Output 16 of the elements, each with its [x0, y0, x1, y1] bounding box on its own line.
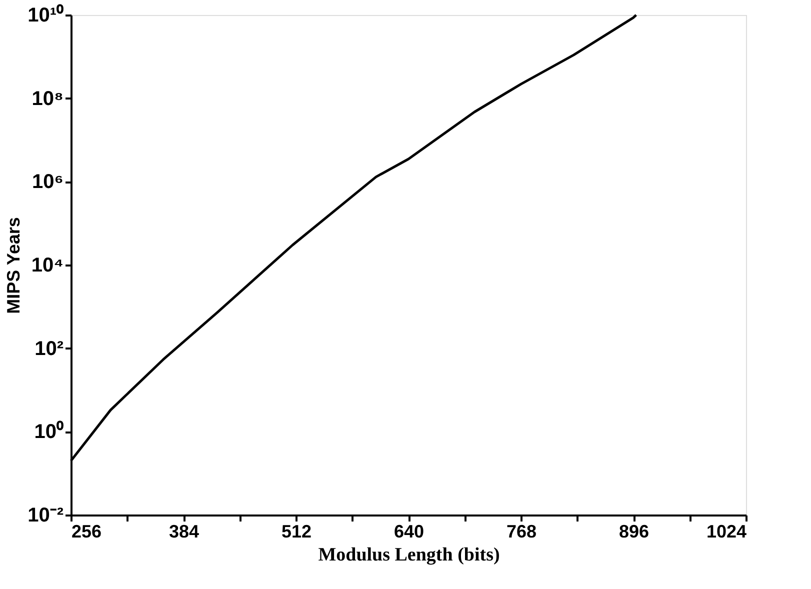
- x-tick-label: 768: [506, 522, 537, 542]
- y-axis-title: MIPS Years: [4, 217, 24, 314]
- x-tick-label: 640: [394, 522, 424, 542]
- y-tick-label: 10⁸: [32, 88, 64, 110]
- y-tick-label: 10⁰: [34, 420, 64, 444]
- x-axis-title: Modulus Length (bits): [318, 544, 500, 566]
- x-tick-label: 1024: [706, 522, 746, 542]
- y-tick-label: 10⁶: [32, 171, 64, 194]
- x-tick-label: 512: [281, 522, 312, 542]
- y-tick-label: 10¹⁰: [28, 4, 64, 26]
- y-tick-label: 10²: [34, 338, 64, 360]
- y-tick-label: 10⁴: [31, 254, 64, 276]
- y-tick-label: 10⁻²: [28, 504, 64, 526]
- x-tick-label: 896: [618, 522, 650, 542]
- x-tick-label: 384: [168, 522, 200, 542]
- x-tick-label: 256: [72, 522, 102, 542]
